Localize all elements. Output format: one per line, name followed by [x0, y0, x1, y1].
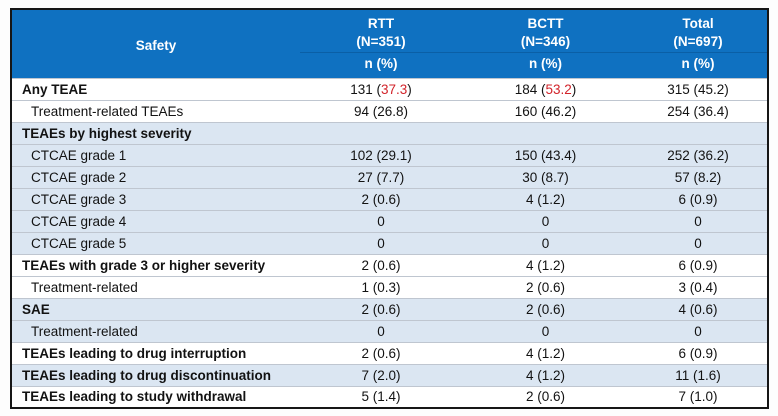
- row-label: TEAEs leading to study withdrawal: [11, 385, 300, 409]
- row-label: Treatment-related: [11, 275, 300, 299]
- cell-total: 11 (1.6): [629, 363, 768, 387]
- cell-bctt: 0: [462, 319, 629, 343]
- cell-total: 3 (0.4): [629, 275, 768, 299]
- group-n-label: (N=351): [356, 33, 406, 49]
- row-label: Any TEAE: [11, 77, 300, 101]
- column-subheader-n-pct-bctt: n (%): [462, 52, 629, 79]
- cell-rtt: 0: [300, 209, 462, 233]
- cell-total: 0: [629, 319, 768, 343]
- column-subheader-n-pct-rtt: n (%): [300, 52, 462, 79]
- cell-bctt: 4 (1.2): [462, 253, 629, 277]
- cell-total: 0: [629, 209, 768, 233]
- group-n-label: (N=697): [673, 33, 723, 49]
- cell-bctt: 4 (1.2): [462, 363, 629, 387]
- highlighted-percentage: 37.3: [381, 81, 408, 97]
- cell-rtt: 2 (0.6): [300, 297, 462, 321]
- group-label: Total: [682, 16, 714, 31]
- cell-bctt: 160 (46.2): [462, 99, 629, 123]
- cell-bctt: 0: [462, 209, 629, 233]
- cell-bctt: 184 (53.2): [462, 77, 629, 101]
- row-label: CTCAE grade 4: [11, 209, 300, 233]
- table-row: TEAEs leading to study withdrawal 5 (1.4)…: [11, 385, 768, 409]
- cell-bctt: 30 (8.7): [462, 165, 629, 189]
- cell-total: 6 (0.9): [629, 341, 768, 365]
- cell-total: 315 (45.2): [629, 77, 768, 101]
- table-header: Safety RTT (N=351) BCTT (N=346) Total (N=697) n…: [11, 9, 768, 79]
- cell-bctt: 4 (1.2): [462, 341, 629, 365]
- highlighted-percentage: 53.2: [545, 81, 572, 97]
- row-label: CTCAE grade 5: [11, 231, 300, 255]
- table-row: TEAEs by highest severity: [11, 121, 768, 145]
- cell-total: 57 (8.2): [629, 165, 768, 189]
- row-label: Treatment-related TEAEs: [11, 99, 300, 123]
- cell-rtt: 5 (1.4): [300, 385, 462, 409]
- safety-table: Safety RTT (N=351) BCTT (N=346) Total (N=697) n…: [10, 8, 769, 410]
- group-label: BCTT: [527, 16, 564, 31]
- table-row: Treatment-related TEAEs 94 (26.8) 160 (46.…: [11, 99, 768, 123]
- row-label: TEAEs with grade 3 or higher severity: [11, 253, 300, 277]
- cell-total: 254 (36.4): [629, 99, 768, 123]
- row-label: SAE: [11, 297, 300, 321]
- cell-total: 0: [629, 231, 768, 255]
- cell-total: 7 (1.0): [629, 385, 768, 409]
- cell-total: 252 (36.2): [629, 143, 768, 167]
- table-row: TEAEs with grade 3 or higher severity 2 (…: [11, 253, 768, 277]
- cell-bctt: 2 (0.6): [462, 297, 629, 321]
- table-row: Treatment-related 1 (0.3) 2 (0.6) 3 (0.4): [11, 275, 768, 299]
- row-label: CTCAE grade 2: [11, 165, 300, 189]
- table-row: Any TEAE 131 (37.3) 184 (53.2) 315 (45.2): [11, 77, 768, 101]
- cell-rtt: 2 (0.6): [300, 187, 462, 211]
- cell-total: 6 (0.9): [629, 187, 768, 211]
- cell-rtt: [300, 121, 462, 145]
- cell-bctt: 4 (1.2): [462, 187, 629, 211]
- row-label: CTCAE grade 3: [11, 187, 300, 211]
- cell-rtt: 131 (37.3): [300, 77, 462, 101]
- cell-rtt: 0: [300, 231, 462, 255]
- cell-bctt: 2 (0.6): [462, 275, 629, 299]
- cell-rtt: 7 (2.0): [300, 363, 462, 387]
- cell-bctt: 150 (43.4): [462, 143, 629, 167]
- cell-rtt: 2 (0.6): [300, 341, 462, 365]
- column-header-bctt: BCTT (N=346): [462, 9, 629, 53]
- cell-bctt: 2 (0.6): [462, 385, 629, 409]
- table-row: TEAEs leading to drug interruption 2 (0.6…: [11, 341, 768, 365]
- cell-rtt: 2 (0.6): [300, 253, 462, 277]
- cell-bctt: [462, 121, 629, 145]
- column-subheader-n-pct-total: n (%): [629, 52, 768, 79]
- cell-total: 6 (0.9): [629, 253, 768, 277]
- row-label: Treatment-related: [11, 319, 300, 343]
- cell-rtt: 27 (7.7): [300, 165, 462, 189]
- cell-bctt: 0: [462, 231, 629, 255]
- cell-rtt: 94 (26.8): [300, 99, 462, 123]
- row-label: CTCAE grade 1: [11, 143, 300, 167]
- table-body: Any TEAE 131 (37.3) 184 (53.2) 315 (45.2) Tr…: [11, 77, 768, 409]
- column-header-total: Total (N=697): [629, 9, 768, 53]
- table-row: CTCAE grade 1 102 (29.1) 150 (43.4) 252 (36…: [11, 143, 768, 167]
- table-row: TEAEs leading to drug discontinuation 7 (…: [11, 363, 768, 387]
- column-header-rtt: RTT (N=351): [300, 9, 462, 53]
- cell-total: [629, 121, 768, 145]
- row-label: TEAEs by highest severity: [11, 121, 300, 145]
- cell-rtt: 102 (29.1): [300, 143, 462, 167]
- cell-rtt: 1 (0.3): [300, 275, 462, 299]
- row-label: TEAEs leading to drug discontinuation: [11, 363, 300, 387]
- group-n-label: (N=346): [520, 33, 571, 49]
- row-label: TEAEs leading to drug interruption: [11, 341, 300, 365]
- table-row: SAE 2 (0.6) 2 (0.6) 4 (0.6): [11, 297, 768, 321]
- cell-rtt: 0: [300, 319, 462, 343]
- table-row: Treatment-related 0 0 0: [11, 319, 768, 343]
- column-header-safety: Safety: [11, 9, 300, 79]
- cell-total: 4 (0.6): [629, 297, 768, 321]
- table-row: CTCAE grade 2 27 (7.7) 30 (8.7) 57 (8.2): [11, 165, 768, 189]
- group-label: RTT: [367, 16, 395, 31]
